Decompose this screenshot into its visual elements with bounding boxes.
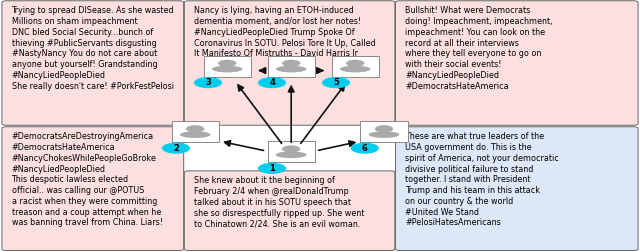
Text: 6: 6 xyxy=(362,144,368,153)
Circle shape xyxy=(282,60,300,67)
Circle shape xyxy=(194,77,222,88)
Circle shape xyxy=(258,77,286,88)
FancyBboxPatch shape xyxy=(360,121,408,142)
Ellipse shape xyxy=(276,151,307,158)
FancyBboxPatch shape xyxy=(184,1,395,125)
Circle shape xyxy=(351,143,379,154)
Text: 4: 4 xyxy=(269,78,275,87)
FancyBboxPatch shape xyxy=(2,1,184,125)
Circle shape xyxy=(346,60,364,67)
Circle shape xyxy=(375,125,393,133)
FancyBboxPatch shape xyxy=(268,141,315,162)
FancyBboxPatch shape xyxy=(2,127,184,250)
Circle shape xyxy=(258,163,286,174)
Circle shape xyxy=(186,125,204,133)
Text: 1: 1 xyxy=(269,164,275,173)
Ellipse shape xyxy=(340,66,371,72)
Circle shape xyxy=(218,60,236,67)
FancyBboxPatch shape xyxy=(184,171,395,250)
Ellipse shape xyxy=(180,131,211,138)
Text: 3: 3 xyxy=(205,78,211,87)
FancyBboxPatch shape xyxy=(172,121,219,142)
Ellipse shape xyxy=(276,66,307,72)
FancyBboxPatch shape xyxy=(396,1,638,125)
Text: She knew about it the beginning of
February 2/4 when @realDonaldTrump
talked abo: She knew about it the beginning of Febru… xyxy=(194,176,364,228)
Text: 2: 2 xyxy=(173,144,179,153)
Text: #DemocratsAreDestroyingAmerica
#DemocratsHateAmerica
#NancyChokesWhilePeopleGoBr: #DemocratsAreDestroyingAmerica #Democrat… xyxy=(12,132,163,227)
Text: Nancy is lying, having an ETOH-induced
dementia moment, and/or lost her notes!
#: Nancy is lying, having an ETOH-induced d… xyxy=(194,6,376,58)
Circle shape xyxy=(162,143,190,154)
Text: These are what true leaders of the
USA government do. This is the
spirit of Amer: These are what true leaders of the USA g… xyxy=(405,132,559,227)
Ellipse shape xyxy=(212,66,243,72)
Circle shape xyxy=(322,77,350,88)
FancyBboxPatch shape xyxy=(204,55,251,77)
FancyBboxPatch shape xyxy=(332,55,379,77)
FancyBboxPatch shape xyxy=(396,127,638,250)
Text: Trying to spread DISease. As she wasted
Millions on sham impeachment
DNC bled So: Trying to spread DISease. As she wasted … xyxy=(12,6,174,90)
Text: 5: 5 xyxy=(333,78,339,87)
Text: Bullshit! What were Democrats
doing! Impeachment, impeachment,
impeachment! You : Bullshit! What were Democrats doing! Imp… xyxy=(405,6,552,90)
Ellipse shape xyxy=(369,131,399,138)
FancyBboxPatch shape xyxy=(268,55,315,77)
Circle shape xyxy=(282,145,300,153)
